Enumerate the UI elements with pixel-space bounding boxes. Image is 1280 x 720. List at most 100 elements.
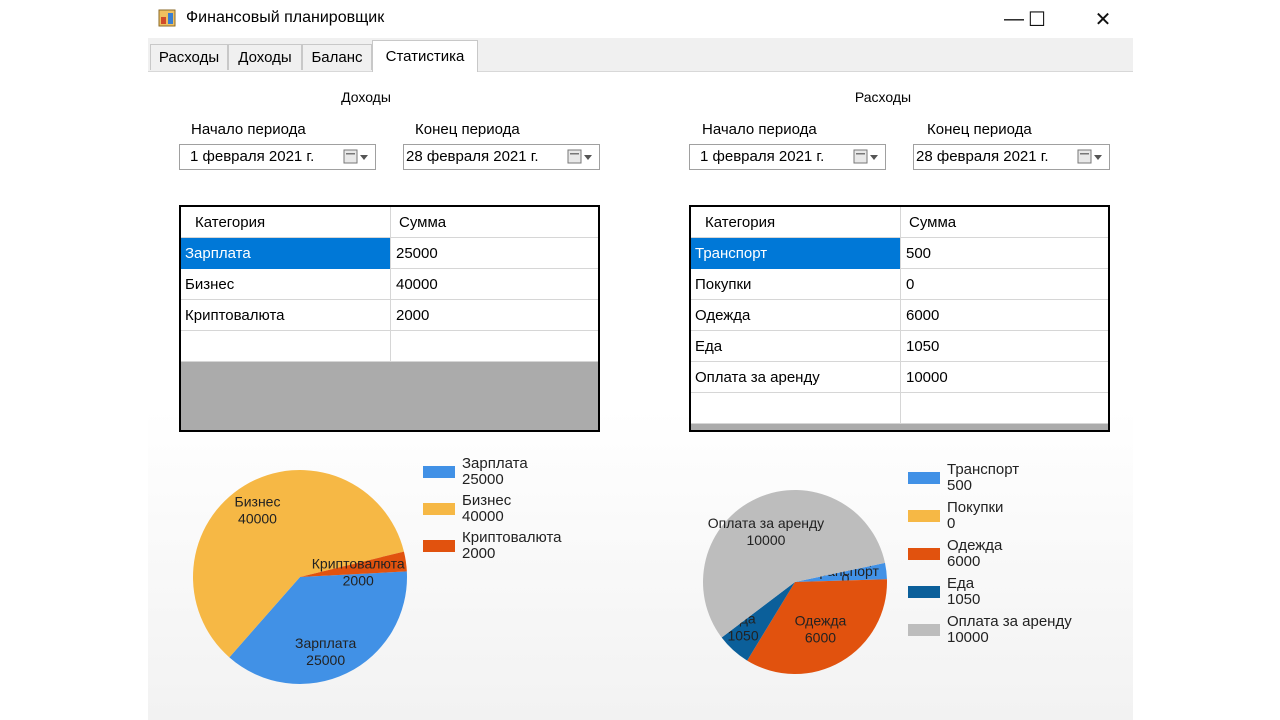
cell-amount[interactable] <box>391 331 598 362</box>
column-header-category[interactable]: Категория <box>181 207 391 238</box>
legend-value: 25000 <box>462 471 504 488</box>
expenses-chart-legend: Транспорт 500 Покупки 0 Одежда 6000 Еда 1050 Опл… <box>908 462 1118 652</box>
expenses-end-date-value: 28 февраля 2021 г. <box>916 148 1049 165</box>
column-header-amount[interactable]: Сумма <box>399 214 447 231</box>
legend-value: 1050 <box>947 591 981 608</box>
pie-label-value: 0 <box>842 570 850 586</box>
legend-label: Одежда 6000 <box>947 538 1002 570</box>
close-button[interactable]: ✕ <box>1080 0 1126 38</box>
expenses-end-date-picker[interactable]: 28 февраля 2021 г. <box>913 144 1110 170</box>
expenses-end-label: Конец периода <box>927 121 1032 138</box>
pie-label-value: 40000 <box>238 511 277 527</box>
maximize-button[interactable]: ☐ <box>1014 0 1060 38</box>
column-header-amount[interactable]: Сумма <box>909 214 957 231</box>
tab-income[interactable]: Доходы <box>228 44 302 70</box>
table-row[interactable]: Оплата за аренду 10000 <box>691 362 1108 393</box>
calendar-dropdown-icon[interactable] <box>343 149 369 165</box>
legend-label: Криптовалюта 2000 <box>462 530 562 562</box>
legend-label: Зарплата 25000 <box>462 456 528 488</box>
legend-category: Оплата за аренду <box>947 613 1072 630</box>
cell-category[interactable]: Транспорт <box>691 238 901 269</box>
income-end-date-value: 28 февраля 2021 г. <box>406 148 539 165</box>
legend-label: Оплата за аренду 10000 <box>947 614 1072 646</box>
income-start-date-picker[interactable]: 1 февраля 2021 г. <box>179 144 376 170</box>
title-bar: Финансовый планировщик — ☐ ✕ <box>148 0 1133 38</box>
income-table: Категория Сумма Зарплата 25000 Бизнес 40… <box>179 205 600 432</box>
cell-amount[interactable]: 40000 <box>396 276 438 293</box>
table-row[interactable]: Транспорт 500 <box>691 238 1108 269</box>
pie-label-value: 10000 <box>746 532 785 548</box>
cell-category[interactable] <box>691 393 901 424</box>
legend-swatch <box>908 624 940 636</box>
tab-expenses[interactable]: Расходы <box>150 44 228 70</box>
legend-value: 0 <box>947 515 956 532</box>
legend-label: Бизнес 40000 <box>462 493 511 525</box>
expenses-start-date-value: 1 февраля 2021 г. <box>700 148 825 165</box>
table-row[interactable]: Бизнес 40000 <box>181 269 598 300</box>
income-start-date-value: 1 февраля 2021 г. <box>190 148 315 165</box>
legend-category: Еда <box>947 575 975 592</box>
window-title: Финансовый планировщик <box>186 9 385 26</box>
cell-category[interactable]: Еда <box>691 331 901 362</box>
income-section-title: Доходы <box>341 89 391 105</box>
cell-category[interactable]: Оплата за аренду <box>691 362 901 393</box>
cell-amount[interactable]: 10000 <box>906 369 948 386</box>
legend-swatch <box>423 466 455 478</box>
expenses-start-label: Начало периода <box>702 121 817 138</box>
legend-swatch <box>908 510 940 522</box>
expenses-start-date-picker[interactable]: 1 февраля 2021 г. <box>689 144 886 170</box>
legend-category: Зарплата <box>462 455 528 472</box>
cell-category[interactable]: Покупки <box>691 269 901 300</box>
income-start-label: Начало периода <box>191 121 306 138</box>
legend-value: 500 <box>947 477 973 494</box>
pie-slice-2 <box>300 551 407 577</box>
table-new-row[interactable] <box>691 393 1108 424</box>
pie-label-value: 2000 <box>343 572 374 588</box>
pie-label-category: Бизнес <box>235 494 281 510</box>
cell-amount[interactable]: 0 <box>906 276 915 293</box>
pie-slice-1 <box>193 470 404 658</box>
column-header-category[interactable]: Категория <box>691 207 901 238</box>
minimize-icon: — <box>1004 7 1024 30</box>
pie-label-value: 25000 <box>306 652 345 668</box>
table-row[interactable]: Зарплата 25000 <box>181 238 598 269</box>
cell-amount[interactable]: 2000 <box>396 307 430 324</box>
pie-slice-4 <box>703 490 885 638</box>
expenses-pie-chart: Транспорт500Покупки0Одежда6000Еда1050Опл… <box>703 490 887 674</box>
table-new-row[interactable] <box>181 331 598 362</box>
cell-category[interactable]: Криптовалюта <box>181 300 391 331</box>
table-row[interactable]: Криптовалюта 2000 <box>181 300 598 331</box>
cell-category[interactable]: Зарплата <box>181 238 391 269</box>
pie-slice-2 <box>747 579 887 674</box>
table-row[interactable]: Покупки 0 <box>691 269 1108 300</box>
cell-amount[interactable]: 25000 <box>396 245 438 262</box>
cell-category[interactable]: Одежда <box>691 300 901 331</box>
expenses-section-title: Расходы <box>854 89 912 105</box>
calendar-dropdown-icon[interactable] <box>1077 149 1103 165</box>
legend-value: 2000 <box>462 545 496 562</box>
table-row[interactable]: Одежда 6000 <box>691 300 1108 331</box>
cell-amount[interactable]: 1050 <box>906 338 940 355</box>
legend-value: 6000 <box>947 553 981 570</box>
cell-amount[interactable] <box>901 393 1108 424</box>
calendar-dropdown-icon[interactable] <box>853 149 879 165</box>
legend-value: 40000 <box>462 508 504 525</box>
app-window: Финансовый планировщик — ☐ ✕ Расходы Дох… <box>148 0 1133 720</box>
legend-swatch <box>423 503 455 515</box>
table-row[interactable]: Еда 1050 <box>691 331 1108 362</box>
pie-label-category: Оплата за аренду <box>708 515 824 531</box>
cell-category[interactable] <box>181 331 391 362</box>
calendar-dropdown-icon[interactable] <box>567 149 593 165</box>
tab-balance[interactable]: Баланс <box>302 44 372 70</box>
income-end-date-picker[interactable]: 28 февраля 2021 г. <box>403 144 600 170</box>
legend-category: Бизнес <box>462 492 512 509</box>
cell-category[interactable]: Бизнес <box>181 269 391 300</box>
legend-label: Еда 1050 <box>947 576 980 608</box>
legend-category: Транспорт <box>947 461 1020 478</box>
tab-statistics[interactable]: Статистика <box>372 40 478 72</box>
pie-label-value: 6000 <box>805 630 836 646</box>
minimize-button[interactable]: — <box>991 0 1037 38</box>
cell-amount[interactable]: 6000 <box>906 307 940 324</box>
cell-amount[interactable]: 500 <box>906 245 932 262</box>
